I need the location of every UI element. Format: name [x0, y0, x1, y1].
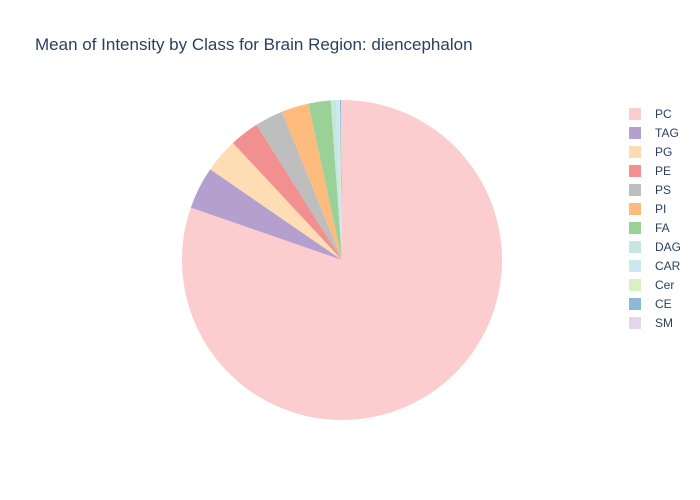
legend-label: DAG: [655, 240, 681, 254]
legend-swatch: [629, 184, 641, 196]
legend-item-dag[interactable]: DAG: [629, 240, 681, 254]
pie-slice-cer[interactable]: [338, 100, 342, 260]
pie-slice-tag[interactable]: [190, 169, 342, 260]
legend-label: PC: [655, 107, 672, 121]
legend-label: SM: [655, 316, 673, 330]
legend-item-pi[interactable]: PI: [629, 202, 666, 216]
legend-swatch: [629, 108, 641, 120]
pie-slices: [182, 99, 503, 420]
legend-label: CAR: [655, 259, 681, 273]
pie-slice-pg[interactable]: [210, 142, 342, 260]
pie-slice-car[interactable]: [335, 100, 342, 260]
legend-label: PE: [655, 164, 671, 178]
legend-item-tag[interactable]: TAG: [629, 126, 679, 140]
legend-item-car[interactable]: CAR: [629, 259, 681, 273]
legend-swatch: [629, 222, 641, 234]
legend-item-ce[interactable]: CE: [629, 297, 672, 311]
legend-label: PI: [655, 202, 666, 216]
pie-slice-pe[interactable]: [232, 124, 342, 260]
legend-item-cer[interactable]: Cer: [629, 278, 674, 292]
pie-slice-fa[interactable]: [308, 100, 342, 261]
legend-item-pg[interactable]: PG: [629, 145, 672, 159]
pie-slice-ps[interactable]: [256, 111, 342, 260]
pie-slice-dag[interactable]: [330, 100, 342, 261]
legend-label: Cer: [655, 278, 674, 292]
legend-swatch: [629, 279, 641, 291]
legend-swatch: [629, 146, 641, 158]
legend-swatch: [629, 241, 641, 253]
legend-swatch: [629, 317, 641, 329]
legend: PC TAG PG PE PS PI FA DAG CAR Cer CE SM: [629, 107, 681, 330]
legend-item-fa[interactable]: FA: [629, 221, 670, 235]
legend-swatch: [629, 127, 641, 139]
pie-slice-pi[interactable]: [281, 103, 342, 260]
legend-item-pc[interactable]: PC: [629, 107, 672, 121]
legend-swatch: [629, 260, 641, 272]
chart-title: Mean of Intensity by Class for Brain Reg…: [35, 35, 473, 54]
legend-label: PG: [655, 145, 672, 159]
legend-label: PS: [655, 183, 671, 197]
pie-slice-ce[interactable]: [339, 100, 342, 260]
pie-slice-pc[interactable]: [182, 100, 503, 420]
legend-swatch: [629, 203, 641, 215]
legend-swatch: [629, 298, 641, 310]
legend-label: FA: [655, 221, 670, 235]
legend-item-sm[interactable]: SM: [629, 316, 673, 330]
pie-slice-sm[interactable]: [340, 99, 342, 260]
legend-item-ps[interactable]: PS: [629, 183, 671, 197]
legend-item-pe[interactable]: PE: [629, 164, 671, 178]
legend-swatch: [629, 165, 641, 177]
legend-label: TAG: [655, 126, 679, 140]
legend-label: CE: [655, 297, 672, 311]
